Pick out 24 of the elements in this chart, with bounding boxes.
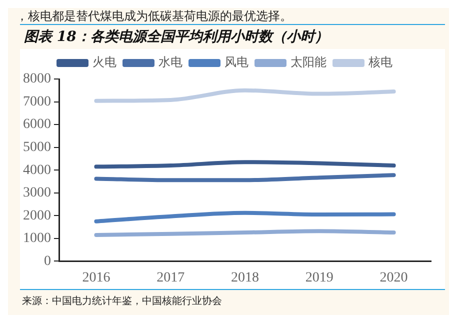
x-tick-label: 2019 — [305, 270, 334, 286]
y-tick-label: 5000 — [23, 140, 51, 155]
line-series — [94, 210, 396, 224]
y-tick-label: 0 — [44, 254, 51, 269]
x-tick-label: 2016 — [82, 270, 110, 286]
legend-label: 核电 — [368, 55, 392, 70]
legend-label: 火电 — [92, 55, 116, 70]
y-tick-label: 7000 — [23, 94, 51, 110]
line-series — [94, 88, 396, 103]
source-note: 来源：中国电力统计年鉴，中国核能行业协会 — [22, 294, 223, 308]
y-tick-label: 6000 — [23, 117, 51, 132]
x-tick-label: 2018 — [231, 270, 259, 286]
y-tick-label: 1000 — [23, 231, 51, 246]
legend-label: 水电 — [158, 55, 182, 70]
legend-label: 风电 — [224, 55, 248, 70]
x-tick-label: 2020 — [380, 270, 408, 286]
y-tick-label: 8000 — [23, 72, 51, 87]
y-tick-label: 2000 — [23, 208, 51, 224]
y-tick-label: 4000 — [23, 162, 51, 178]
chart-title: 图表 18：各类电源全国平均利用小时数（小时） — [20, 25, 445, 49]
legend-label: 太阳能 — [290, 55, 326, 70]
x-tick-label: 2017 — [156, 270, 185, 286]
text: ，核电都是替代煤电成为低碳基荷电源的最优选择。 — [15, 8, 293, 24]
y-tick-label: 3000 — [23, 186, 51, 201]
